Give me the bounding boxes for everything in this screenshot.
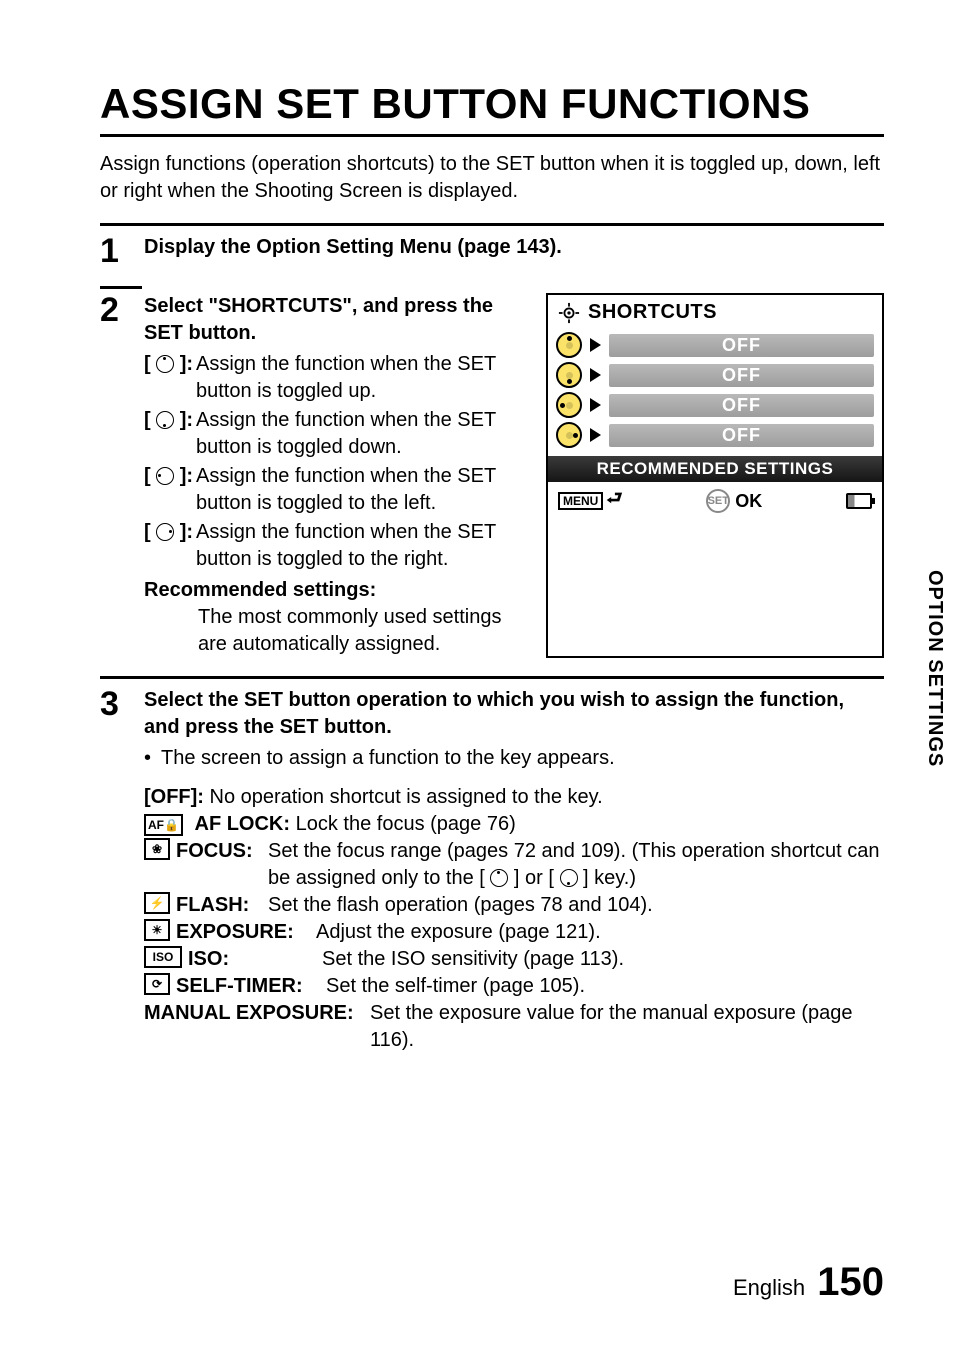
shortcut-list: OFF OFF OFF OFF xyxy=(548,328,882,456)
step-number: 1 xyxy=(100,234,126,268)
recommended-desc: The most commonly used settings are auto… xyxy=(144,604,528,658)
entry-self-timer: ⟳ SELF-TIMER: Set the self-timer (page 1… xyxy=(144,973,884,1000)
entry-focus: ❀ FOCUS: Set the focus range (pages 72 a… xyxy=(144,838,884,892)
toggle-right-desc: Assign the function when the SET button … xyxy=(196,519,528,573)
dir-left-icon xyxy=(556,392,582,418)
step-number: 3 xyxy=(100,687,126,1054)
battery-icon xyxy=(846,493,872,509)
dpad-left-icon xyxy=(156,467,174,485)
entry-flash: ⚡ FLASH: Set the flash operation (pages … xyxy=(144,892,884,919)
recommended-bar: RECOMMENDED SETTINGS xyxy=(548,456,882,482)
focus-icon: ❀ xyxy=(144,838,170,860)
footer-page-number: 150 xyxy=(817,1260,884,1304)
shortcut-value: OFF xyxy=(609,424,874,447)
toggle-down-desc: Assign the function when the SET button … xyxy=(196,407,528,461)
set-key-icon: SET xyxy=(706,489,730,513)
iso-icon: ISO xyxy=(144,946,182,968)
page-title: ASSIGN SET BUTTON FUNCTIONS xyxy=(100,80,884,128)
recommended-heading: Recommended settings: xyxy=(144,577,528,604)
step-3: 3 Select the SET button operation to whi… xyxy=(100,687,884,1054)
entry-exposure: ☀︎ EXPOSURE: Adjust the exposure (page 1… xyxy=(144,919,884,946)
dir-right-icon xyxy=(556,422,582,448)
step-rule-1 xyxy=(100,223,884,226)
shortcut-row-up: OFF xyxy=(556,330,874,360)
step-2: 2 Select "SHORTCUTS", and press the SET … xyxy=(100,293,884,658)
dpad-up-icon xyxy=(490,869,508,887)
page-footer: English 150 xyxy=(733,1260,884,1305)
shortcut-row-left: OFF xyxy=(556,390,874,420)
dir-down-icon xyxy=(556,362,582,388)
exposure-icon: ☀︎ xyxy=(144,919,170,941)
step-rule-2 xyxy=(100,286,142,289)
shortcut-row-right: OFF xyxy=(556,420,874,450)
title-rule xyxy=(100,134,884,137)
screen-title-bar: SHORTCUTS xyxy=(548,295,882,328)
step-3-heading: Select the SET button operation to which… xyxy=(144,687,884,741)
ok-label: OK xyxy=(735,491,762,512)
toggle-left-def: [ ]: Assign the function when the SET bu… xyxy=(144,463,528,517)
intro-text: Assign functions (operation shortcuts) t… xyxy=(100,151,884,205)
shortcut-value: OFF xyxy=(609,334,874,357)
flash-icon: ⚡ xyxy=(144,892,170,914)
document-page: ASSIGN SET BUTTON FUNCTIONS Assign funct… xyxy=(0,0,954,1094)
dir-up-icon xyxy=(556,332,582,358)
self-timer-icon: ⟳ xyxy=(144,973,170,995)
footer-language: English xyxy=(733,1275,805,1300)
af-lock-icon: AF🔒 xyxy=(144,814,183,836)
step-3-bullet: •The screen to assign a function to the … xyxy=(144,745,884,772)
dpad-down-icon xyxy=(560,869,578,887)
shortcut-value: OFF xyxy=(609,364,874,387)
entry-manual-exposure: MANUAL EXPOSURE: Set the exposure value … xyxy=(144,1000,884,1054)
step-1-heading: Display the Option Setting Menu (page 14… xyxy=(144,234,884,261)
arrow-right-icon xyxy=(590,398,601,412)
dpad-right-icon xyxy=(156,523,174,541)
toggle-up-desc: Assign the function when the SET button … xyxy=(196,351,528,405)
toggle-right-def: [ ]: Assign the function when the SET bu… xyxy=(144,519,528,573)
step-number: 2 xyxy=(100,293,126,658)
step-1: 1 Display the Option Setting Menu (page … xyxy=(100,234,884,268)
arrow-right-icon xyxy=(590,338,601,352)
dpad-down-icon xyxy=(156,411,174,429)
section-tab: OPTION SETTINGS xyxy=(915,560,954,777)
shortcut-value: OFF xyxy=(609,394,874,417)
entry-iso: ISO ISO: Set the ISO sensitivity (page 1… xyxy=(144,946,884,973)
shortcut-row-down: OFF xyxy=(556,360,874,390)
step-rule-3 xyxy=(100,676,884,679)
toggle-left-desc: Assign the function when the SET button … xyxy=(196,463,528,517)
return-arrow-icon: ⮐ xyxy=(606,486,622,516)
screen-title: SHORTCUTS xyxy=(588,301,717,324)
camera-screen: SHORTCUTS OFF OFF OFF xyxy=(546,293,884,658)
toggle-down-def: [ ]: Assign the function when the SET bu… xyxy=(144,407,528,461)
target-icon xyxy=(558,302,580,324)
dpad-up-icon xyxy=(156,355,174,373)
toggle-up-def: [ ]: Assign the function when the SET bu… xyxy=(144,351,528,405)
arrow-right-icon xyxy=(590,428,601,442)
off-line: [OFF]: No operation shortcut is assigned… xyxy=(144,784,884,811)
arrow-right-icon xyxy=(590,368,601,382)
entry-af-lock: AF🔒 AF LOCK: Lock the focus (page 76) xyxy=(144,811,884,838)
step-2-heading: Select "SHORTCUTS", and press the SET bu… xyxy=(144,293,528,347)
menu-key-icon: MENU xyxy=(558,492,603,510)
screen-footer: MENU ⮐ SET OK xyxy=(548,482,882,522)
